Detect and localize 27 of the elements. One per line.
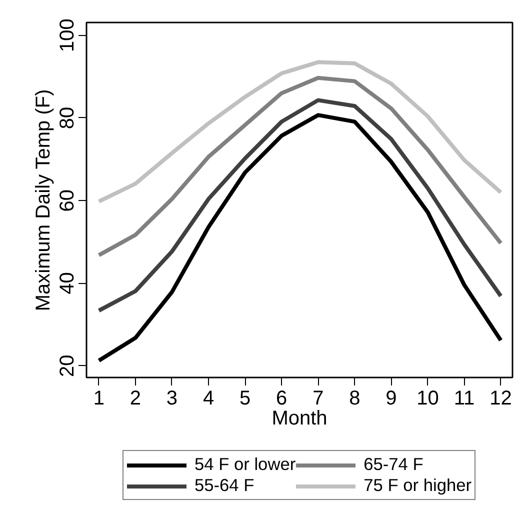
x-tick-label: 7 bbox=[312, 388, 324, 410]
x-tick-label: 6 bbox=[276, 388, 288, 410]
y-tick-label: 80 bbox=[56, 106, 78, 130]
x-tick-label: 3 bbox=[166, 388, 178, 410]
x-axis-title: Month bbox=[272, 408, 328, 430]
x-tick-label: 1 bbox=[93, 388, 104, 410]
line-series bbox=[96, 98, 503, 313]
y-tick-label: 40 bbox=[56, 272, 78, 294]
y-tick-label: 60 bbox=[56, 189, 78, 212]
x-tick-label: 10 bbox=[416, 388, 439, 410]
y-tick-label: 20 bbox=[56, 354, 78, 378]
x-tick-label: 5 bbox=[240, 388, 251, 410]
legend-label: 54 F or lower bbox=[194, 454, 296, 475]
x-tick-label: 8 bbox=[349, 388, 360, 410]
y-tick-label: 100 bbox=[56, 18, 78, 52]
x-tick-label: 9 bbox=[386, 388, 397, 410]
line-series bbox=[96, 60, 503, 204]
legend-label: 55-64 F bbox=[194, 475, 254, 496]
x-tick-label: 12 bbox=[490, 388, 512, 410]
x-tick-label: 11 bbox=[454, 388, 475, 410]
line-series bbox=[96, 76, 503, 258]
x-tick-label: 2 bbox=[130, 388, 142, 410]
legend-label: 65-74 F bbox=[364, 454, 424, 475]
legend-label: 75 F or higher bbox=[364, 475, 472, 496]
line-series bbox=[96, 113, 503, 363]
x-tick-label: 4 bbox=[202, 388, 214, 410]
y-axis-title: Maximum Daily Temp (F) bbox=[32, 89, 54, 312]
